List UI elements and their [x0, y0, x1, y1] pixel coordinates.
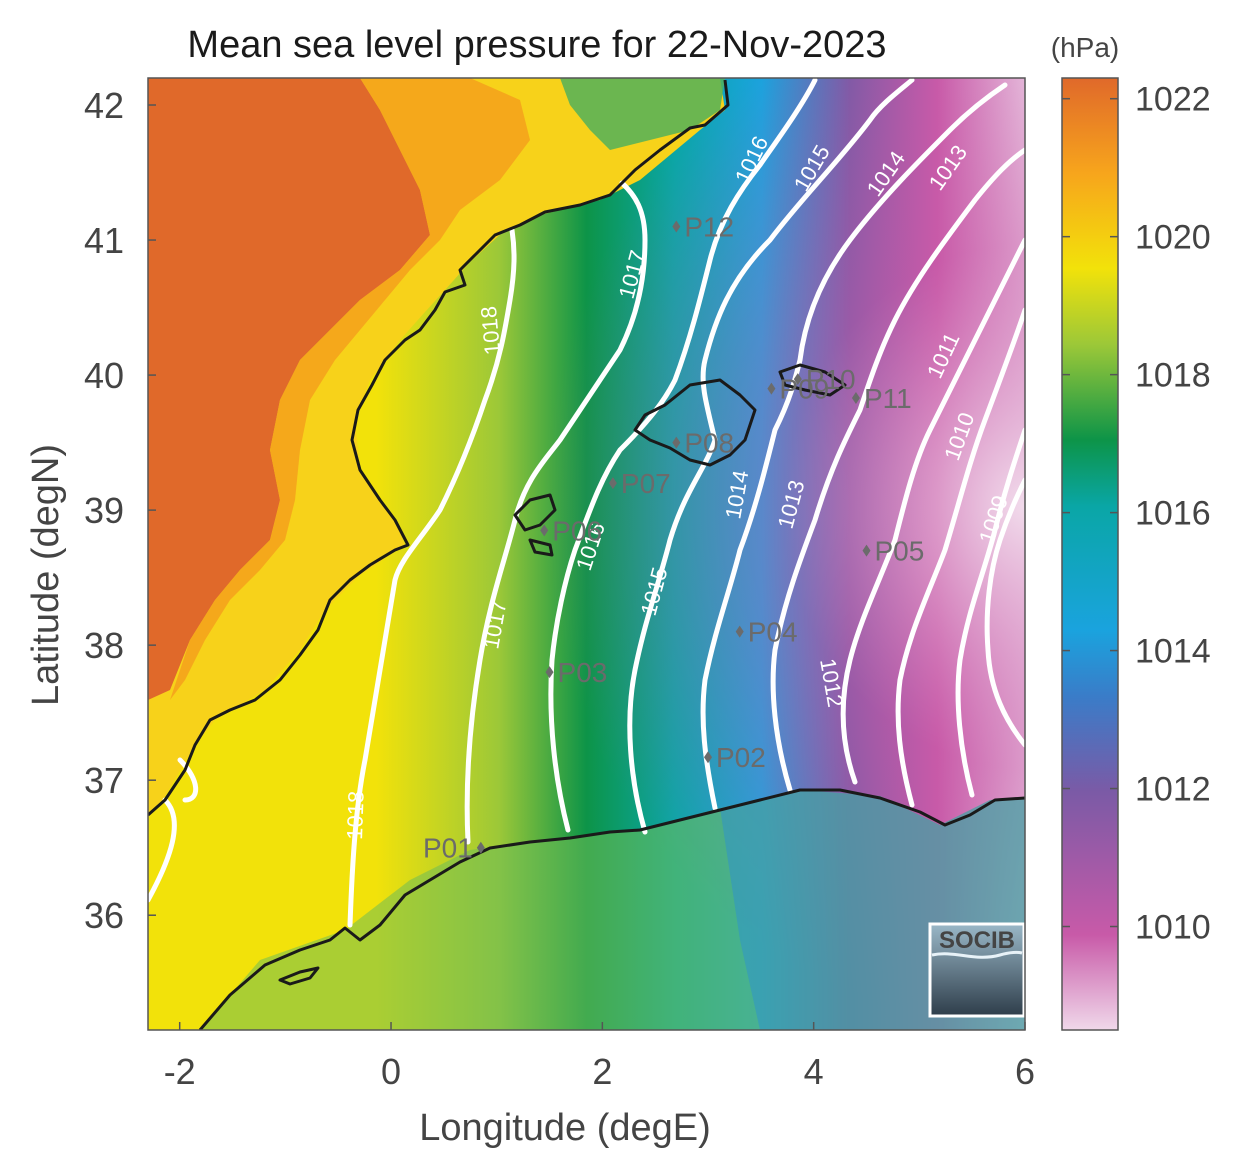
pyrenees-green — [560, 78, 725, 150]
station-diamond-icon — [735, 625, 744, 638]
colorbar-tick-label: 1018 — [1135, 357, 1211, 395]
alboran-island — [278, 966, 320, 986]
isobar-label: 1018 — [342, 790, 369, 840]
station-diamond-icon — [862, 544, 871, 557]
station-diamond-icon — [672, 220, 681, 233]
station-label: P01 — [423, 833, 473, 864]
colorbar-tick-label: 1012 — [1135, 771, 1211, 809]
ibiza-coastline — [513, 493, 557, 557]
menorca-coastline — [778, 363, 847, 397]
station-diamond-icon — [767, 382, 776, 395]
socib-logo-box — [930, 924, 1024, 1016]
y-axis-label: Latitude (degN) — [25, 444, 67, 706]
station-marker[interactable]: P08 — [672, 428, 734, 459]
station-label: P05 — [875, 536, 925, 567]
x-axis-ticks: -2 0 2 4 6 — [164, 1022, 1035, 1092]
y-tick-label: 37 — [84, 760, 124, 801]
station-label: P10 — [806, 364, 856, 395]
colorbar-tick-label: 1022 — [1135, 81, 1211, 119]
isobar-label: 1018 — [476, 305, 505, 356]
isobar-1018 — [347, 227, 517, 928]
socib-logo-text: SOCIB — [939, 927, 1015, 954]
y-tick-label: 42 — [84, 85, 124, 126]
y-axis-ticks: 42 41 40 39 38 37 36 — [84, 85, 156, 936]
interior-plateau — [148, 78, 430, 700]
x-tick-label: 4 — [804, 1051, 824, 1092]
station-marker[interactable]: P06 — [540, 515, 602, 546]
colorbar-tick-label: 1010 — [1135, 909, 1211, 947]
station-marker[interactable]: P07 — [608, 468, 671, 499]
colorbar: (hPa) 1022 1020 1018 1016 1014 1012 1010 — [1051, 32, 1211, 1031]
station-label: P02 — [716, 742, 766, 773]
station-diamond-icon — [851, 392, 860, 405]
station-diamond-icon — [608, 477, 617, 490]
isobar-1017 — [464, 180, 648, 845]
african-coastline — [198, 788, 1025, 1030]
socib-logo: SOCIB — [928, 922, 1025, 1018]
station-marker[interactable]: P10 — [793, 364, 856, 395]
station-marker[interactable]: P01 — [423, 833, 485, 864]
x-tick-label: 6 — [1015, 1051, 1035, 1092]
station-label: P07 — [621, 468, 671, 499]
station-marker[interactable]: P04 — [735, 617, 798, 648]
station-marker[interactable]: P03 — [545, 657, 608, 688]
colorbar-unit: (hPa) — [1051, 32, 1119, 63]
station-marker[interactable]: P12 — [672, 212, 734, 243]
map-panel: 1018 1018 1017 1017 1016 1016 1015 1015 … — [148, 78, 1025, 1030]
isobar-1016 — [548, 78, 818, 833]
coastal-orange — [170, 78, 530, 700]
isobar-1011 — [895, 307, 1025, 808]
colorbar-scale — [1061, 77, 1119, 1031]
isobar-1012 — [840, 237, 1025, 785]
x-tick-label: 2 — [592, 1051, 612, 1092]
mallorca-coastline — [633, 378, 757, 467]
plot-frame — [147, 77, 1026, 1031]
isobar-1009 — [984, 477, 1025, 748]
isobars — [148, 78, 1025, 928]
x-tick-label: -2 — [164, 1051, 196, 1092]
station-diamond-icon — [540, 524, 549, 537]
isobar-1010 — [955, 427, 1025, 798]
station-label: P11 — [864, 383, 912, 414]
socib-logo-frame — [928, 922, 1025, 1018]
socib-logo-wave — [931, 950, 1023, 959]
station-diamond-icon — [704, 751, 713, 764]
x-axis-label: Longitude (degE) — [419, 1107, 711, 1149]
iberian-coastline — [148, 79, 730, 817]
station-diamond-icon — [793, 373, 802, 386]
station-label: P12 — [684, 212, 734, 243]
station-label: P04 — [748, 617, 798, 648]
isobar-labels: 1018 1018 1017 1017 1016 1016 1015 1015 … — [342, 132, 1013, 840]
station-marker[interactable]: P02 — [704, 742, 766, 773]
station-label: P09 — [779, 374, 829, 405]
station-label: P08 — [684, 428, 734, 459]
station-diamond-icon — [672, 436, 681, 449]
station-diamond-icon — [476, 841, 485, 854]
station-label: P03 — [558, 657, 608, 688]
isobar-1018-west — [148, 757, 199, 903]
y-tick-label: 38 — [84, 625, 124, 666]
station-marker[interactable]: P09 — [767, 374, 829, 405]
colorbar-tick-label: 1020 — [1135, 219, 1211, 257]
african-land — [200, 790, 1025, 1030]
figure-title: Mean sea level pressure for 22-Nov-2023 — [187, 24, 886, 66]
y-tick-label: 36 — [84, 895, 124, 936]
isobar-1015 — [627, 78, 915, 835]
colorbar-tick-label: 1014 — [1135, 633, 1211, 671]
y-tick-label: 39 — [84, 490, 124, 531]
colorbar-ticks: 1022 1020 1018 1016 1014 1012 1010 — [1062, 81, 1211, 947]
station-diamond-icon — [545, 666, 554, 679]
x-tick-label: 0 — [381, 1051, 401, 1092]
station-label: P06 — [552, 515, 602, 546]
y-tick-label: 40 — [84, 355, 124, 396]
colorbar-tick-label: 1016 — [1135, 495, 1211, 533]
isobar-1014 — [700, 82, 1008, 811]
station-marker[interactable]: P05 — [862, 536, 925, 567]
y-tick-label: 41 — [84, 220, 124, 261]
station-marker[interactable]: P11 — [851, 383, 912, 414]
isobar-1013 — [770, 147, 1025, 793]
coastlines — [148, 79, 1025, 1030]
